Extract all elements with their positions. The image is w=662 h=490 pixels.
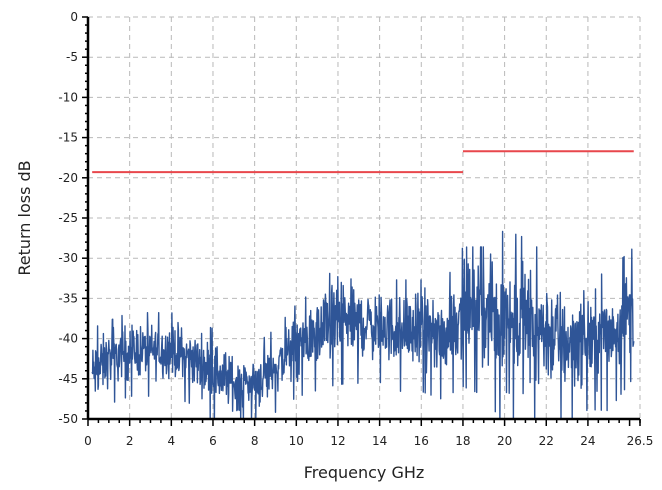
x-tick-label: 2 [126, 434, 134, 448]
tick-labels: 0-5-10-15-20-25-30-35-40-45-500 2 4 6 8 10 12 1… [58, 10, 653, 448]
x-tick-label: 0 [84, 434, 92, 448]
x-tick-label: 14 [372, 434, 387, 448]
y-tick-label: -40 [58, 332, 78, 346]
y-tick-label: -35 [58, 291, 78, 305]
x-tick-label: 10 [289, 434, 304, 448]
x-tick-label: 24 [580, 434, 595, 448]
x-tick-label: 18 [455, 434, 470, 448]
x-tick-label: 22 [539, 434, 554, 448]
x-tick-label: 4 [168, 434, 176, 448]
x-tick-label: 12 [330, 434, 345, 448]
x-tick-label: 6 [209, 434, 217, 448]
y-tick-label: -10 [58, 90, 78, 104]
y-tick-label: -50 [58, 412, 78, 426]
y-tick-label: -15 [58, 131, 78, 145]
x-tick-label: 26.5 [627, 434, 654, 448]
y-tick-label: -45 [58, 372, 78, 386]
plot-area [91, 150, 635, 420]
y-axis-title: Return loss dB [15, 160, 34, 275]
grid-lines [88, 16, 641, 419]
x-tick-label: 16 [414, 434, 429, 448]
x-tick-label: 20 [497, 434, 512, 448]
axes [82, 16, 641, 426]
y-tick-label: -20 [58, 171, 78, 185]
y-tick-label: 0 [70, 10, 78, 24]
return-loss-trace [91, 230, 635, 420]
y-tick-label: -5 [66, 50, 78, 64]
y-tick-label: -30 [58, 251, 78, 265]
y-tick-label: -25 [58, 211, 78, 225]
x-tick-label: 8 [251, 434, 259, 448]
x-axis-title: Frequency GHz [304, 463, 425, 482]
